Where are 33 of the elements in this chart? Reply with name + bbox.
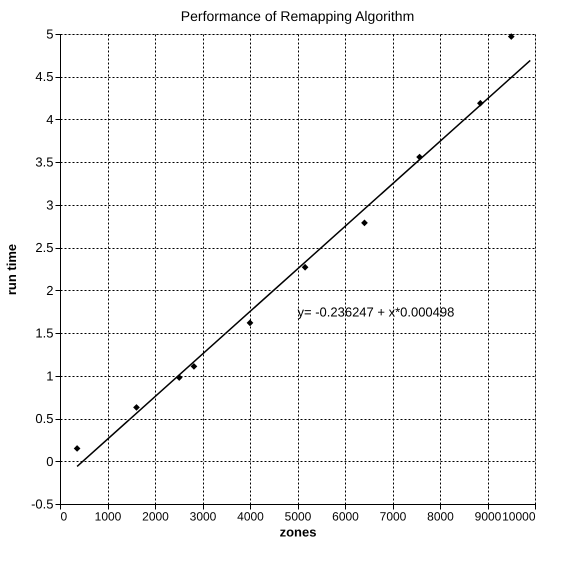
x-tick-label: 0 xyxy=(60,510,68,524)
x-tick-label: 8000 xyxy=(427,510,454,524)
x-tick-label: 6000 xyxy=(332,510,360,524)
point xyxy=(246,319,254,326)
y-tick-label: 2 xyxy=(46,282,54,298)
x-axis-title: zones xyxy=(280,524,316,540)
point xyxy=(74,445,80,452)
y-tick-label: 3 xyxy=(46,197,54,212)
point xyxy=(133,404,140,411)
x-tick-label: 3000 xyxy=(190,510,217,524)
y-axis-title: run time xyxy=(4,244,20,296)
x-tick-label: 4000 xyxy=(237,510,264,524)
x-tick-label: 10000 xyxy=(502,510,536,524)
y-tick-label: 1.5 xyxy=(35,326,54,341)
y-tick-label: 0.5 xyxy=(35,411,54,426)
y-tick-label: 1 xyxy=(46,368,54,384)
point xyxy=(361,220,368,226)
chart-title: Performance of Remapping Algorithm xyxy=(180,8,414,24)
y-tick-label: -0.5 xyxy=(31,496,54,512)
x-tick-label: 2000 xyxy=(142,510,170,524)
x-tick-label: 9000 xyxy=(474,510,502,524)
y-tick-label: 4.5 xyxy=(35,69,54,84)
y-tick-label: 2.5 xyxy=(35,240,54,256)
y-tick-label: 4 xyxy=(46,112,54,127)
point xyxy=(302,264,308,271)
x-tick-label: 7000 xyxy=(380,510,407,524)
x-tick-label: 1000 xyxy=(94,510,122,524)
y-tick-label: 0 xyxy=(46,454,54,469)
x-tick-label: 5000 xyxy=(284,510,312,524)
point xyxy=(190,363,198,370)
point xyxy=(508,33,515,40)
y-tick-label: 5 xyxy=(46,26,54,42)
y-tick-label: 3.5 xyxy=(35,154,54,170)
